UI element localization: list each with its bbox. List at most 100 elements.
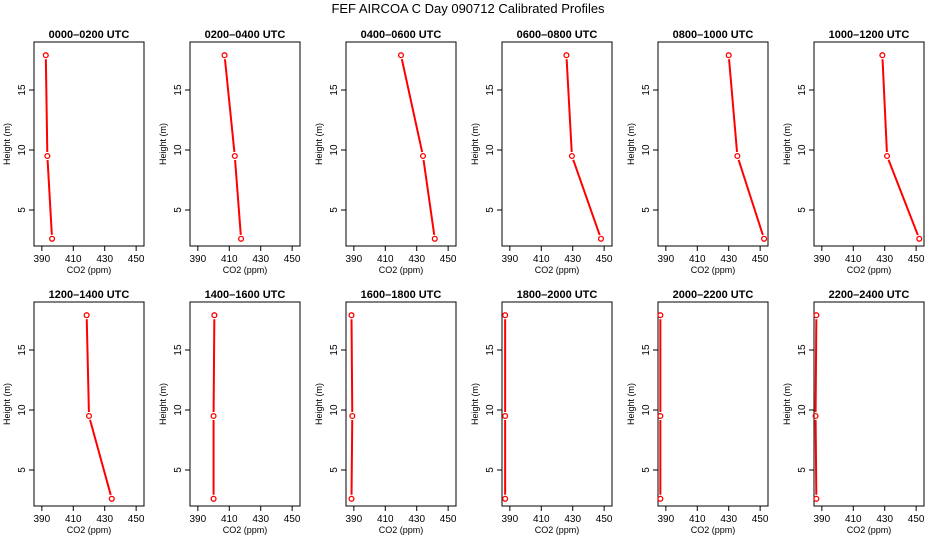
x-tick-label: 390 — [190, 254, 207, 265]
data-point — [348, 495, 355, 502]
x-tick-label: 410 — [533, 254, 550, 265]
data-point — [657, 312, 664, 319]
x-tick-label: 450 — [440, 514, 457, 525]
x-tick-label: 390 — [658, 514, 675, 525]
x-tick-label: 390 — [814, 254, 831, 265]
data-point — [431, 235, 438, 242]
y-axis-label: Height (m) — [626, 383, 636, 425]
y-axis-label: Height (m) — [2, 123, 12, 165]
x-axis-label: CO2 (ppm) — [379, 265, 424, 275]
plot-frame — [813, 301, 925, 507]
y-tick-label: 10 — [329, 144, 340, 156]
profile-segment — [422, 159, 436, 235]
y-tick-label: 5 — [485, 467, 496, 473]
x-tick-label: 430 — [564, 254, 581, 265]
panel-1: 0000–0200 UTC 390 410 430 450 5 10 15 CO2 (ppm) H… — [2, 29, 145, 275]
y-axis-label: Height (m) — [782, 383, 792, 425]
data-point — [44, 152, 51, 160]
x-tick-label: 410 — [377, 514, 394, 525]
panel-10: 1800–2000 UTC 390 410 430 450 5 10 15 CO2 (ppm) H… — [470, 289, 613, 535]
data-point — [231, 152, 238, 160]
plot-frame — [657, 301, 769, 507]
profile-segment — [350, 419, 354, 495]
panel-6: 1000–1200 UTC 390 410 430 450 5 10 15 CO2 (ppm) H… — [782, 29, 925, 275]
x-tick-label: 450 — [596, 514, 613, 525]
data-point — [349, 412, 356, 420]
profile-segment — [814, 419, 818, 495]
x-tick-label: 450 — [440, 254, 457, 265]
y-axis-label: Height (m) — [782, 123, 792, 165]
x-tick-label: 450 — [284, 514, 301, 525]
x-tick-label: 390 — [190, 514, 207, 525]
y-tick-label: 5 — [641, 207, 652, 213]
x-tick-label: 390 — [34, 514, 51, 525]
data-point — [502, 312, 509, 319]
data-point — [813, 495, 820, 502]
x-tick-label: 450 — [752, 514, 769, 525]
data-point — [83, 312, 90, 319]
x-tick-label: 390 — [346, 514, 363, 525]
plot-frame — [657, 41, 769, 247]
profile-segment — [223, 59, 236, 153]
data-point — [879, 52, 886, 59]
x-axis-label: CO2 (ppm) — [223, 265, 268, 275]
y-tick-label: 10 — [329, 404, 340, 416]
x-axis-label: CO2 (ppm) — [67, 265, 112, 275]
y-tick-label: 15 — [173, 344, 184, 356]
x-tick-label: 430 — [720, 514, 737, 525]
y-tick-label: 5 — [329, 467, 340, 473]
data-point — [563, 52, 570, 59]
x-axis-label: CO2 (ppm) — [847, 265, 892, 275]
x-tick-label: 450 — [752, 254, 769, 265]
y-tick-label: 15 — [485, 344, 496, 356]
x-axis-label: CO2 (ppm) — [67, 525, 112, 535]
panel-title: 0800–1000 UTC — [673, 29, 754, 41]
y-tick-label: 10 — [173, 144, 184, 156]
panel-5: 0800–1000 UTC 390 410 430 450 5 10 15 CO2 (ppm) H… — [626, 29, 769, 275]
profile-segment — [400, 58, 424, 153]
data-point — [238, 235, 245, 242]
profile-segment — [572, 159, 601, 236]
x-tick-label: 430 — [876, 514, 893, 525]
x-tick-label: 390 — [502, 254, 519, 265]
data-point — [49, 235, 56, 242]
y-tick-label: 5 — [485, 207, 496, 213]
x-tick-label: 450 — [596, 254, 613, 265]
profile-segment — [728, 59, 739, 153]
panel-2: 0200–0400 UTC 390 410 430 450 5 10 15 CO2 (ppm) H… — [158, 29, 301, 275]
plot-frame — [345, 41, 457, 247]
x-tick-label: 450 — [128, 254, 145, 265]
panel-title: 0200–0400 UTC — [205, 29, 286, 41]
y-tick-label: 5 — [797, 467, 808, 473]
x-tick-label: 410 — [689, 514, 706, 525]
panel-title: 1000–1200 UTC — [829, 29, 910, 41]
data-point — [502, 495, 509, 502]
y-axis-label: Height (m) — [158, 123, 168, 165]
plot-frame — [189, 301, 301, 507]
y-tick-label: 10 — [485, 144, 496, 156]
profile-segment — [350, 319, 354, 413]
plot-frame — [501, 301, 613, 507]
x-tick-label: 390 — [658, 254, 675, 265]
data-point — [210, 495, 217, 502]
y-tick-label: 15 — [173, 84, 184, 96]
x-tick-label: 410 — [845, 514, 862, 525]
y-tick-label: 10 — [173, 404, 184, 416]
y-tick-label: 10 — [17, 144, 28, 156]
data-point — [221, 52, 228, 59]
data-point — [108, 495, 115, 502]
panel-3: 0400–0600 UTC 390 410 430 450 5 10 15 CO2 (ppm) H… — [314, 29, 457, 275]
y-axis-label: Height (m) — [470, 383, 480, 425]
data-point — [657, 412, 664, 420]
profile-segment — [565, 59, 573, 153]
panel-4: 0600–0800 UTC 390 410 430 450 5 10 15 CO2 (ppm) H… — [470, 29, 613, 275]
panel-title: 0600–0800 UTC — [517, 29, 598, 41]
plot-frame — [33, 41, 145, 247]
y-tick-label: 10 — [641, 144, 652, 156]
x-tick-label: 410 — [845, 254, 862, 265]
panel-title: 0000–0200 UTC — [49, 29, 130, 41]
y-tick-label: 10 — [797, 404, 808, 416]
plot-frame — [345, 301, 457, 507]
data-point — [916, 235, 923, 242]
